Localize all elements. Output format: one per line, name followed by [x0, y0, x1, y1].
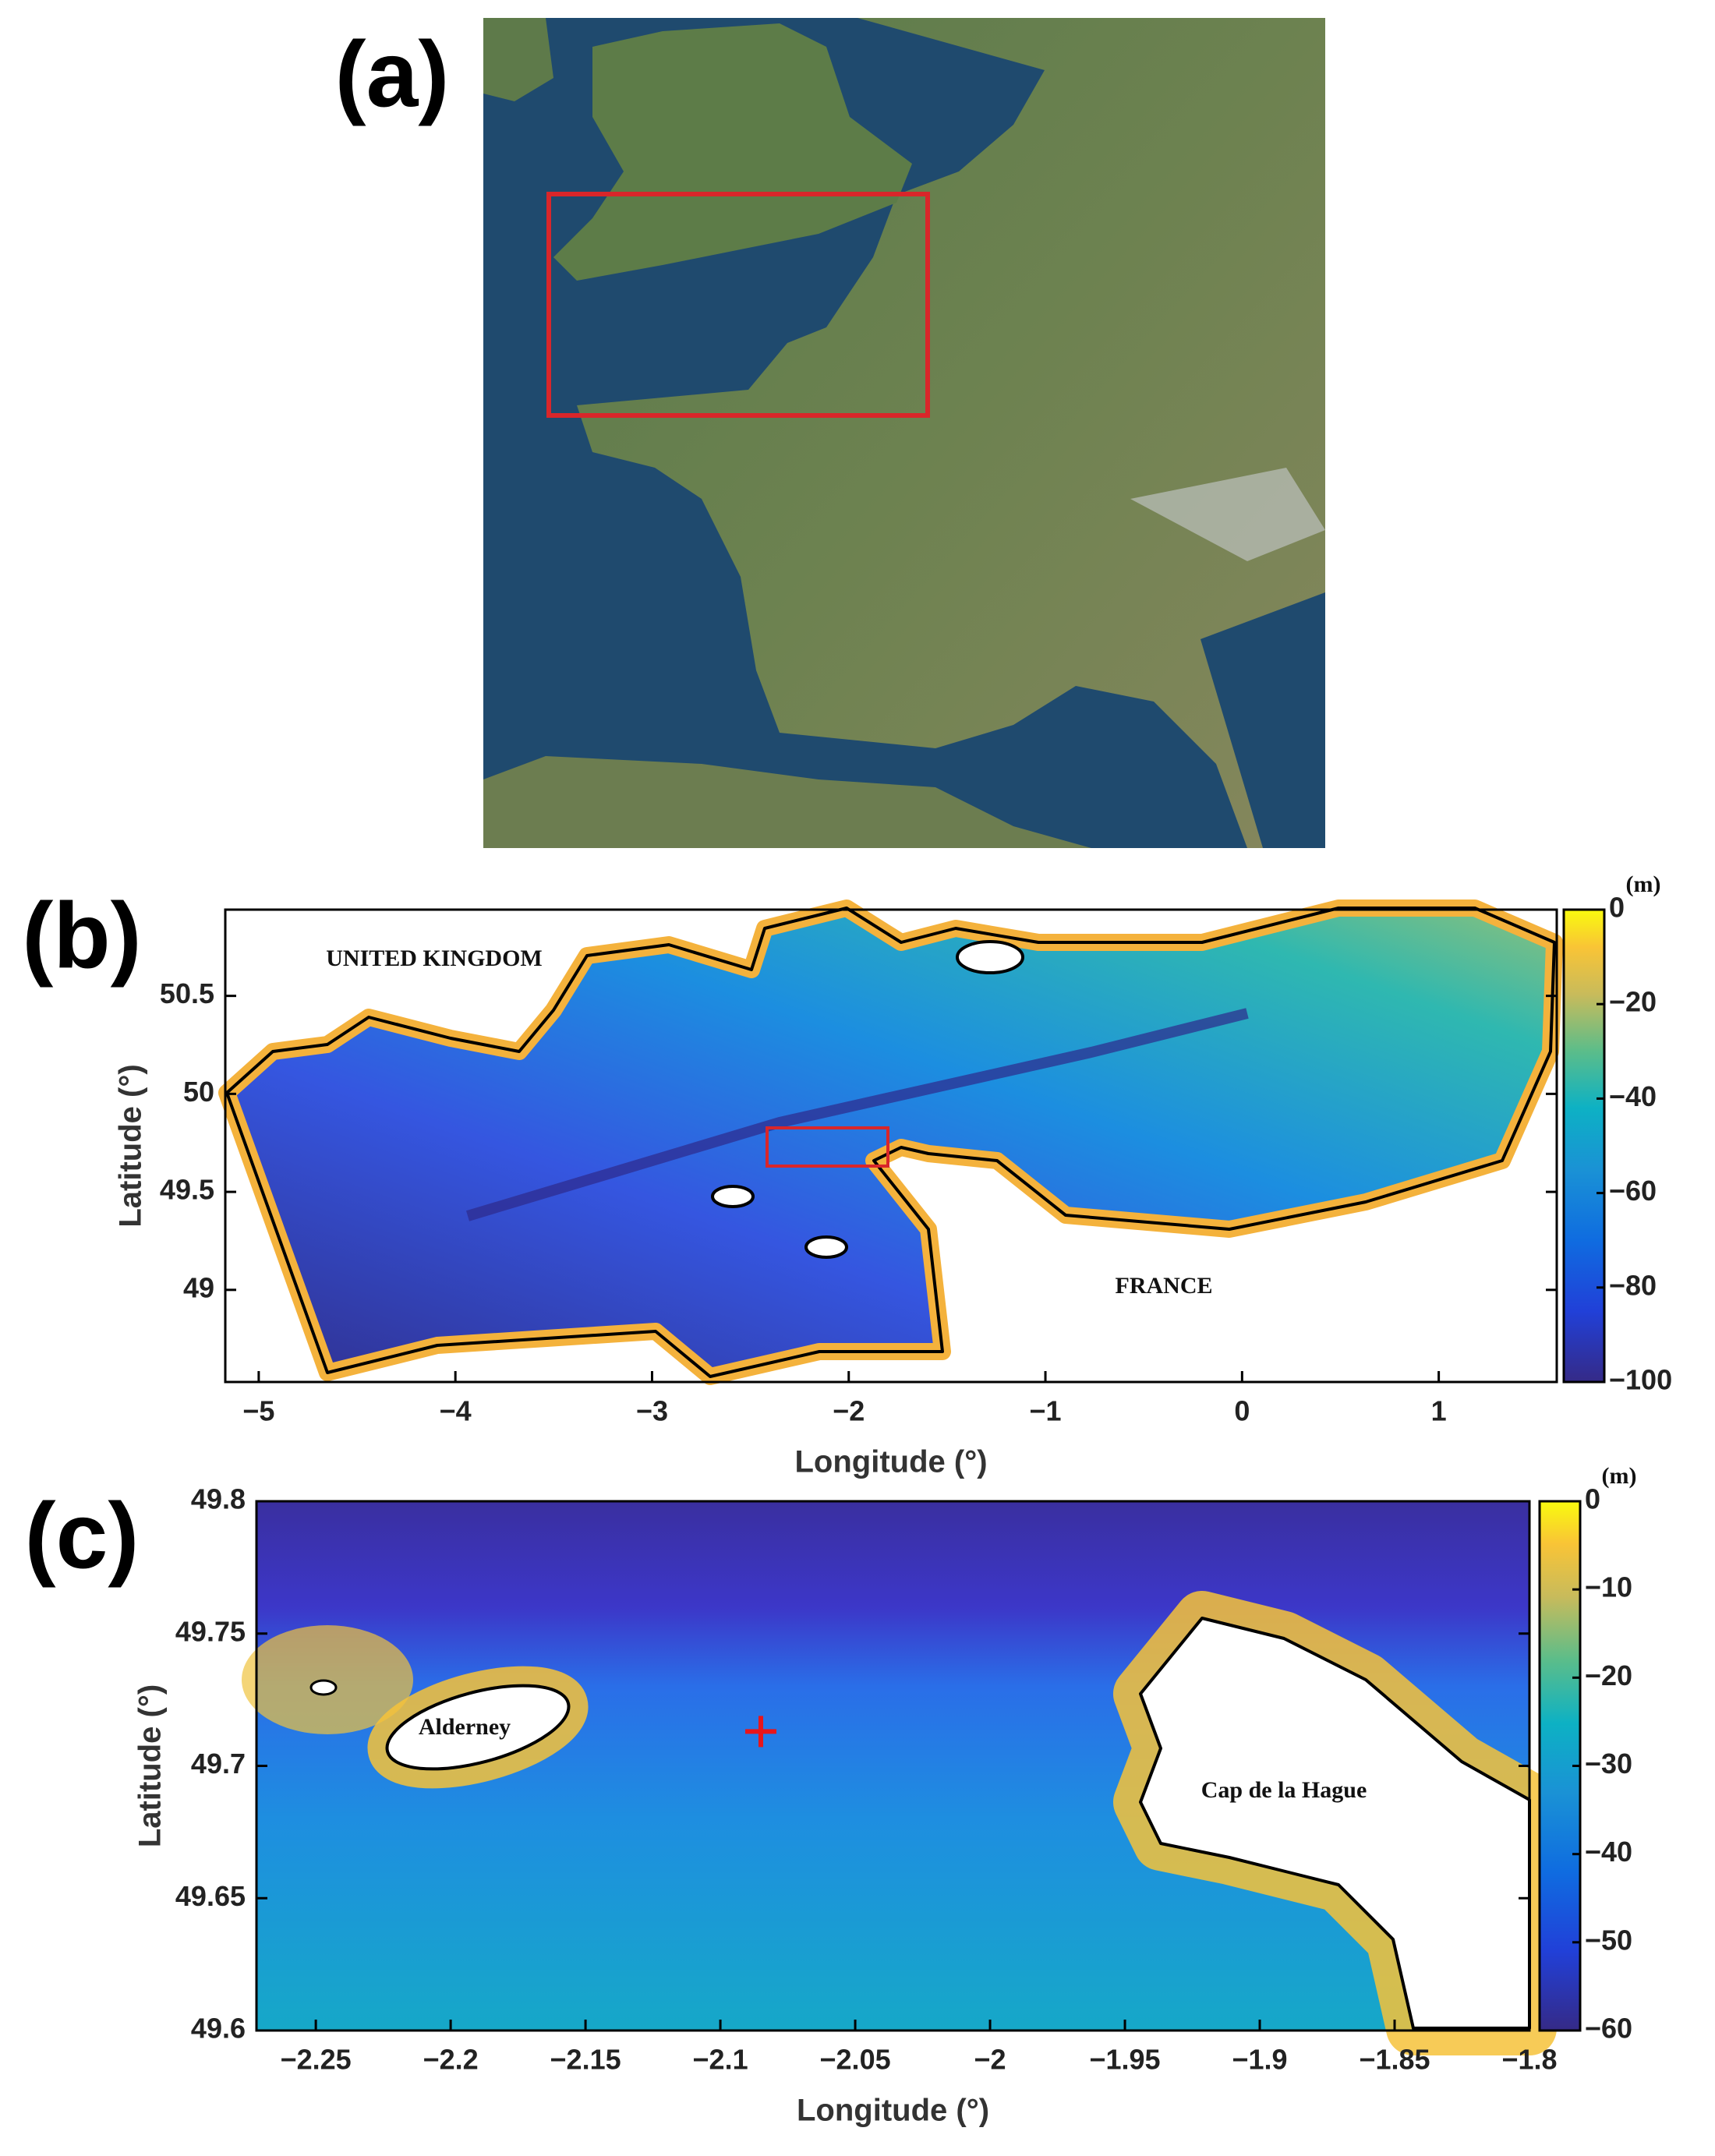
bathymetry-c — [242, 1500, 1557, 2055]
colorbar-tick-label: −20 — [1585, 1659, 1632, 1691]
y-tick-label: 49.8 — [191, 1483, 246, 1515]
x-tick-label: −2 — [833, 1395, 865, 1427]
satellite-map — [483, 18, 1325, 848]
panel-label: (a) — [335, 23, 450, 127]
y-tick-label: 50.5 — [160, 977, 214, 1009]
map-annotation: Alderney — [419, 1714, 511, 1740]
map-annotation: Cap de la Hague — [1201, 1777, 1367, 1803]
x-tick-label: −2.05 — [820, 2044, 891, 2076]
panel-label: (c) — [25, 1484, 140, 1589]
colorbar-tick-label: 0 — [1609, 892, 1625, 924]
x-tick-label: −1 — [1030, 1395, 1062, 1427]
colorbar-tick-label: −30 — [1585, 1748, 1632, 1780]
y-tick-label: 49.7 — [191, 1748, 246, 1780]
bathymetry-b — [218, 900, 1563, 1385]
x-tick-label: −1.85 — [1359, 2044, 1430, 2076]
colorbar-tick-label: −20 — [1609, 986, 1657, 1018]
y-tick-label: 49.6 — [191, 2013, 246, 2045]
x-tick-label: −2.2 — [423, 2044, 479, 2076]
colorbar — [1562, 908, 1606, 1384]
y-tick-label: 49 — [183, 1271, 214, 1303]
map-annotation: UNITED KINGDOM — [326, 945, 543, 971]
colorbar-tick-label: −60 — [1585, 2013, 1632, 2045]
y-tick-label: 50 — [183, 1076, 214, 1108]
colorbar-unit: (m) — [1626, 871, 1661, 897]
x-tick-label: −2.25 — [281, 2044, 352, 2076]
map-annotation: FRANCE — [1116, 1273, 1213, 1299]
colorbar-tick-label: −50 — [1585, 1924, 1632, 1956]
y-tick-label: 49.5 — [160, 1174, 214, 1206]
colorbar-tick-label: −40 — [1585, 1836, 1632, 1868]
y-axis-label: Latitude (°) — [133, 1684, 168, 1847]
x-tick-label: −2.15 — [550, 2044, 621, 2076]
colorbar-tick-label: −100 — [1609, 1364, 1672, 1396]
colorbar-tick-label: 0 — [1585, 1483, 1600, 1515]
x-tick-label: −1.8 — [1501, 2044, 1557, 2076]
colorbar-tick-label: −60 — [1609, 1175, 1657, 1207]
x-tick-label: −4 — [440, 1395, 472, 1427]
x-tick-label: −2.1 — [693, 2044, 748, 2076]
x-axis-label: Longitude (°) — [797, 2094, 989, 2128]
x-tick-label: 1 — [1431, 1395, 1447, 1427]
x-tick-label: −2 — [974, 2044, 1006, 2076]
colorbar-tick-label: −80 — [1609, 1269, 1657, 1301]
colorbar-tick-label: −40 — [1609, 1080, 1657, 1112]
x-axis-label: Longitude (°) — [794, 1445, 987, 1479]
colorbar-unit: (m) — [1602, 1463, 1637, 1489]
y-tick-label: 49.65 — [175, 1880, 246, 1912]
panel-label: (b) — [22, 884, 141, 988]
y-axis-label: Latitude (°) — [114, 1064, 148, 1227]
x-tick-label: 0 — [1234, 1395, 1250, 1427]
x-tick-label: −1.9 — [1232, 2044, 1287, 2076]
axes-frame — [224, 908, 1558, 1384]
x-tick-label: −3 — [636, 1395, 668, 1427]
x-tick-label: −5 — [242, 1395, 274, 1427]
site-marker — [744, 1716, 776, 1748]
colorbar-tick-label: −10 — [1585, 1571, 1632, 1603]
y-tick-label: 49.75 — [175, 1615, 246, 1647]
x-tick-label: −1.95 — [1089, 2044, 1160, 2076]
